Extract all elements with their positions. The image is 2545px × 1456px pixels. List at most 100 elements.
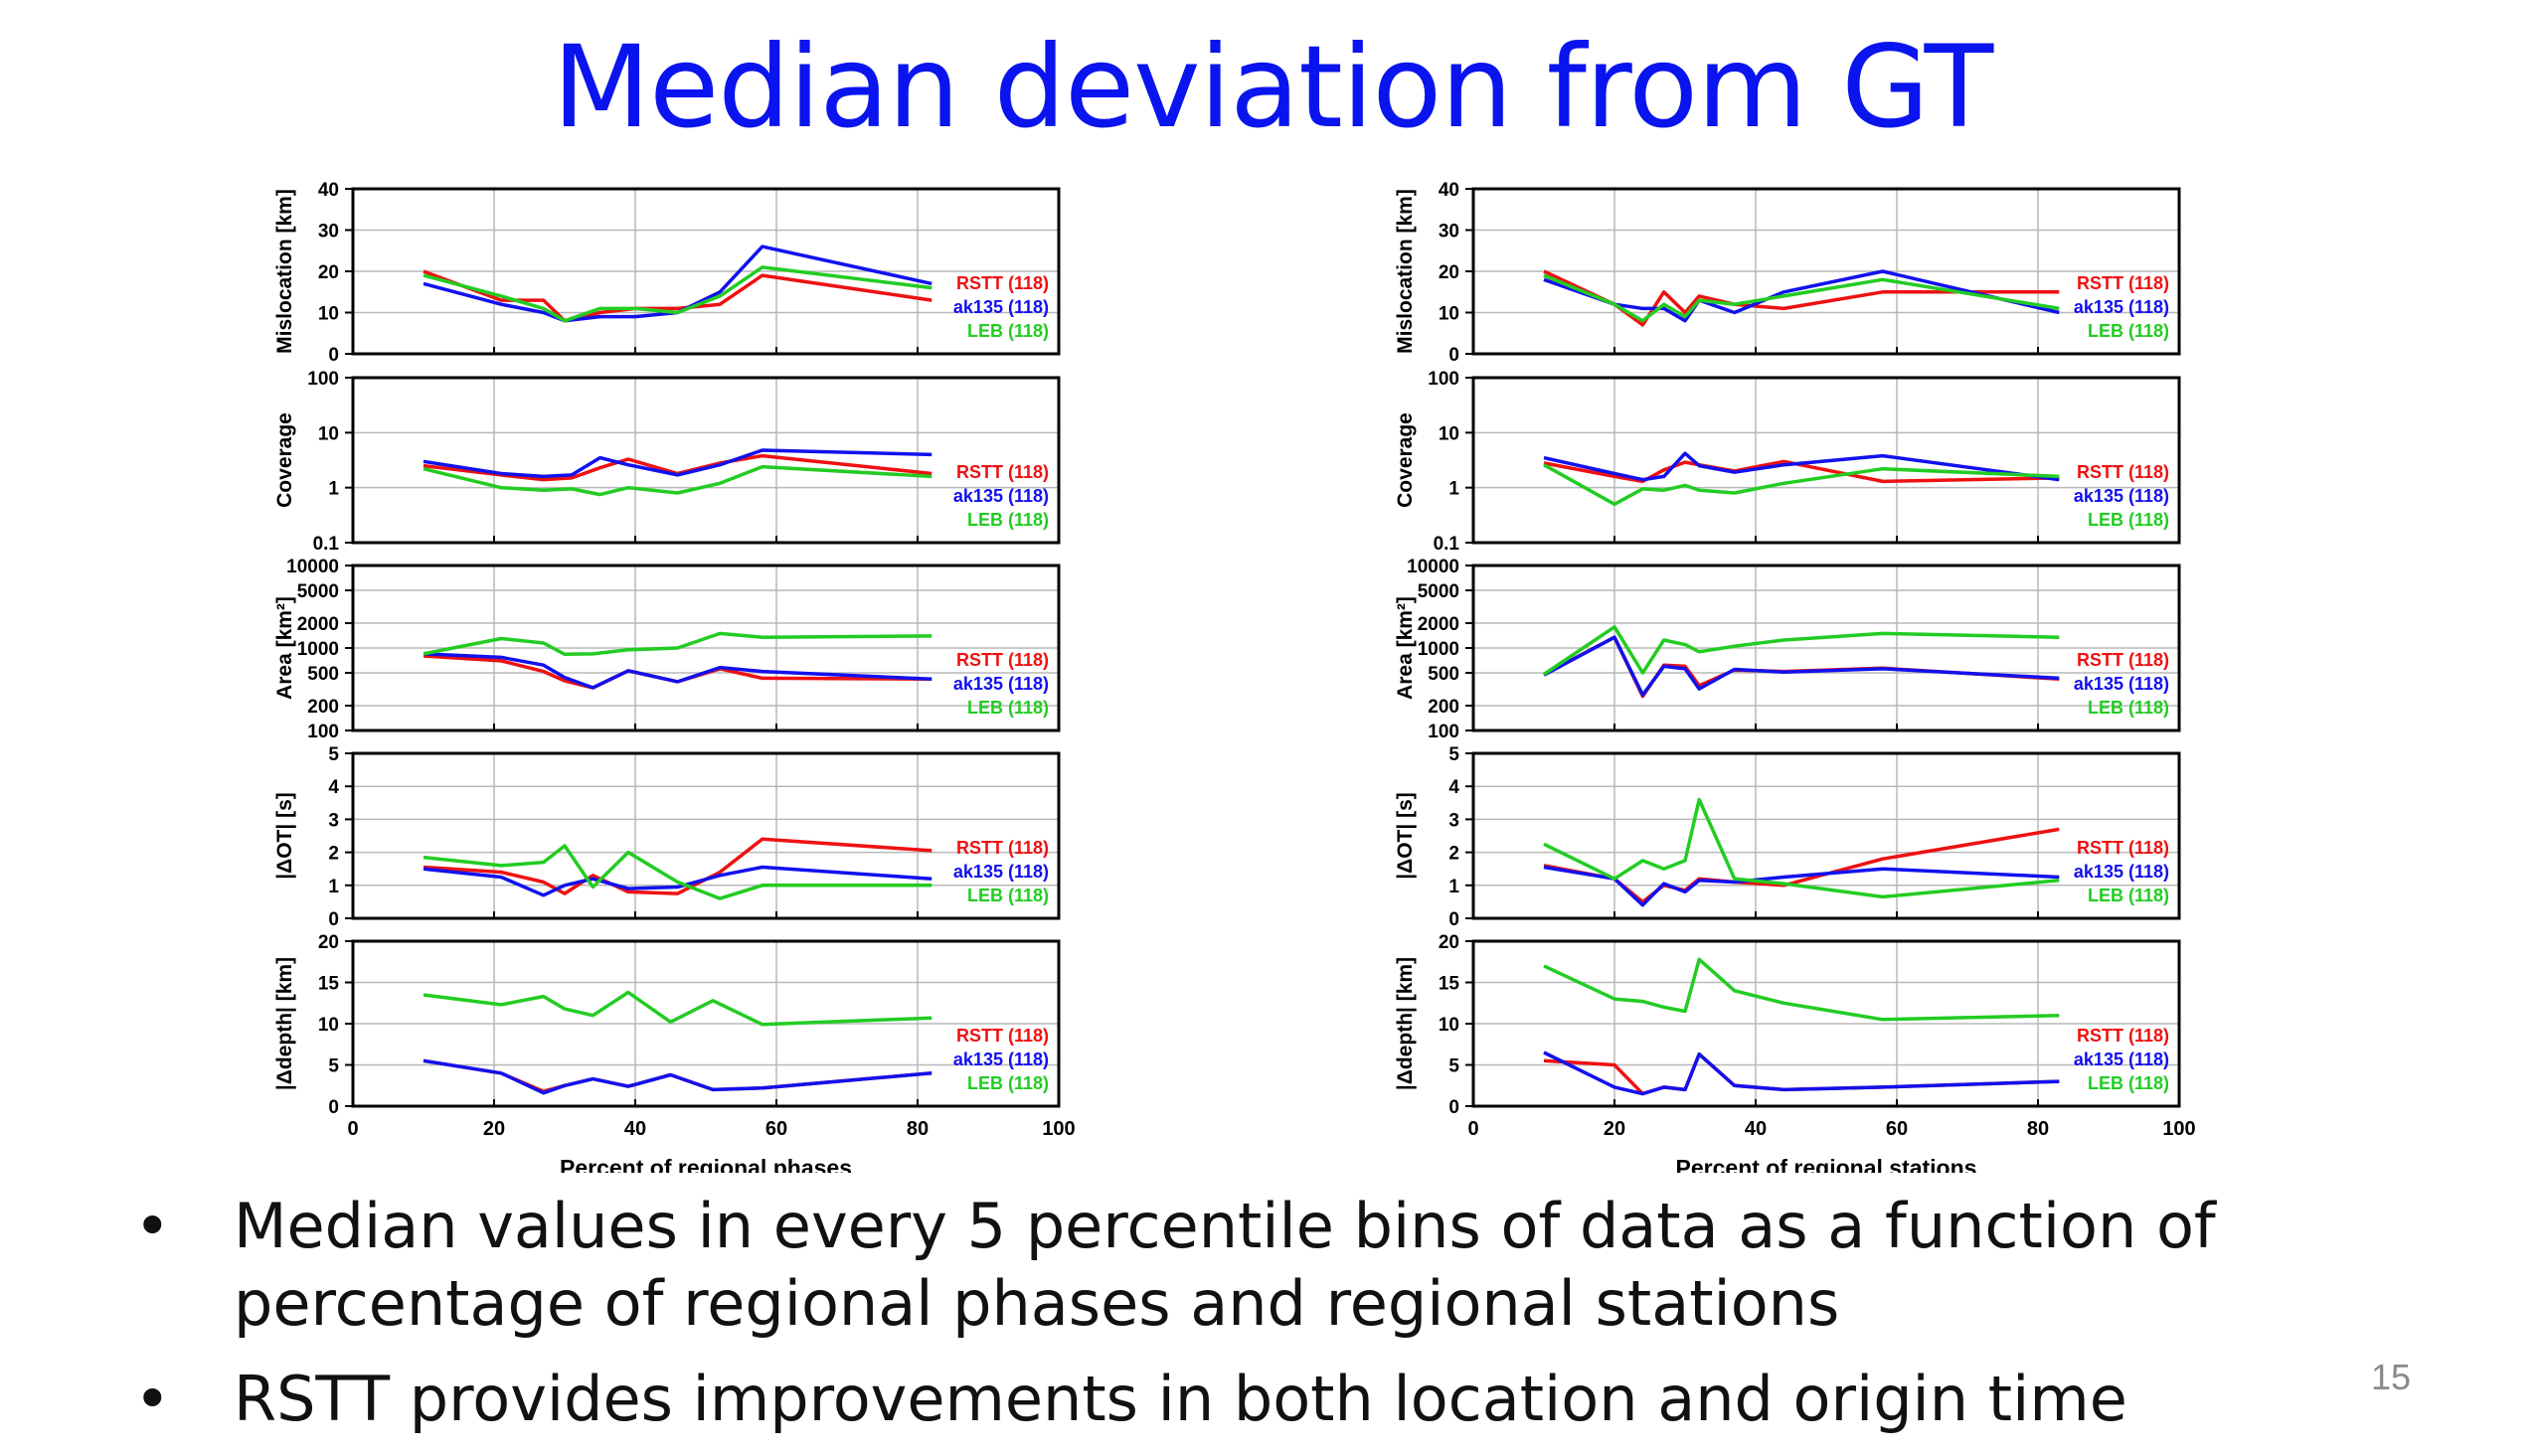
delta-depth-ytick-label: 15 <box>318 974 340 995</box>
delta-ot-ylabel: |ΔOT| [s] <box>1394 792 1417 880</box>
delta-ot-ytick-label: 1 <box>328 877 339 897</box>
area-ytick-label: 200 <box>307 697 339 718</box>
delta-ot-ytick-label: 2 <box>328 844 339 865</box>
coverage-ytick-label: 0.1 <box>313 534 340 555</box>
delta-ot-series-ak135 <box>1543 865 2060 907</box>
mislocation-series-rstt <box>1543 269 2060 327</box>
delta-depth-ylabel: |Δdepth| [km] <box>273 957 296 1090</box>
area-legend-rstt: RSTT (118) <box>956 650 1049 670</box>
x-axis-label: Percent of regional stations <box>1676 1155 1977 1173</box>
coverage-legend-ak135: ak135 (118) <box>2074 486 2169 506</box>
delta-depth-legend-leb: LEB (118) <box>2088 1073 2169 1093</box>
bullet-dot-icon: • <box>134 1363 171 1435</box>
delta-depth-ytick-label: 0 <box>1448 1097 1459 1118</box>
delta-ot-frame <box>351 751 1061 920</box>
delta-depth-ytick-label: 10 <box>1439 1015 1459 1036</box>
mislocation-ytick-label: 40 <box>318 180 339 201</box>
area-ytick-label: 10000 <box>1407 557 1459 577</box>
area-legend-leb: LEB (118) <box>967 698 1049 718</box>
mislocation-ytick-label: 30 <box>318 222 339 243</box>
mislocation-legend-leb: LEB (118) <box>967 321 1049 341</box>
delta-ot-frame <box>1471 751 2181 920</box>
coverage-series-leb <box>423 464 933 497</box>
coverage-series-ak135 <box>1543 451 2060 482</box>
delta-depth-ytick-label: 20 <box>1439 932 1459 953</box>
coverage-ylabel: Coverage <box>273 412 296 508</box>
delta-ot-series-leb <box>1543 797 2060 899</box>
delta-ot-series-rstt <box>1543 827 2060 904</box>
delta-depth-ylabel: |Δdepth| [km] <box>1394 957 1417 1090</box>
bullet-dot-icon: • <box>134 1190 171 1262</box>
delta-ot-series-leb <box>423 844 933 900</box>
delta-depth-legend-rstt: RSTT (118) <box>956 1026 1049 1046</box>
mislocation-legend-ak135: ak135 (118) <box>2074 297 2169 317</box>
delta-depth-ytick-label: 5 <box>1448 1056 1459 1077</box>
coverage-legend-rstt: RSTT (118) <box>956 462 1049 482</box>
xtick-label: 0 <box>1467 1118 1478 1140</box>
coverage-series-rstt <box>1543 459 2060 484</box>
slide-title: Median deviation from GT <box>552 21 1993 153</box>
area-ytick-label: 200 <box>1428 697 1459 718</box>
bullet-item: • Median values in every 5 percentile bin… <box>134 1188 2321 1343</box>
area-series-leb <box>423 631 933 657</box>
delta-ot-ytick-label: 0 <box>328 909 339 930</box>
coverage-ytick-label: 100 <box>1428 369 1459 390</box>
mislocation-frame <box>1471 187 2181 356</box>
area-ytick-label: 500 <box>307 664 339 685</box>
xtick-label: 20 <box>483 1118 505 1140</box>
delta-ot-ytick-label: 2 <box>1448 844 1459 865</box>
area-legend-leb: LEB (118) <box>2088 698 2169 718</box>
xtick-label: 80 <box>2027 1118 2049 1140</box>
delta-ot-legend-leb: LEB (118) <box>967 886 1049 905</box>
xtick-label: 60 <box>1886 1118 1908 1140</box>
coverage-frame <box>1471 376 2181 545</box>
mislocation-ylabel: Mislocation [km] <box>1394 189 1417 354</box>
mislocation-series-ak135 <box>423 244 933 323</box>
mislocation-frame <box>351 187 1061 356</box>
delta-depth-series-ak135 <box>423 1058 933 1095</box>
mislocation-ylabel: Mislocation [km] <box>273 189 296 354</box>
delta-ot-ytick-label: 1 <box>1448 877 1459 897</box>
coverage-series-rstt <box>423 453 933 482</box>
area-series-ak135 <box>423 652 933 690</box>
delta-depth-ytick-label: 0 <box>328 1097 339 1118</box>
xtick-label: 100 <box>1042 1118 1075 1140</box>
area-ytick-label: 1000 <box>297 639 339 660</box>
bullet-item: • RSTT provides improvements in both loca… <box>134 1361 2321 1438</box>
delta-ot-ytick-label: 3 <box>328 810 339 831</box>
area-ytick-label: 100 <box>307 722 339 742</box>
xtick-label: 100 <box>2162 1118 2195 1140</box>
delta-ot-ylabel: |ΔOT| [s] <box>273 792 296 880</box>
page-number: 15 <box>2371 1357 2412 1397</box>
mislocation-legend-ak135: ak135 (118) <box>953 297 1049 317</box>
xtick-label: 80 <box>907 1118 929 1140</box>
mislocation-series-leb <box>423 265 933 323</box>
mislocation-ytick-label: 40 <box>1439 180 1459 201</box>
coverage-series-ak135 <box>423 448 933 479</box>
delta-depth-legend-ak135: ak135 (118) <box>953 1050 1049 1069</box>
coverage-ytick-label: 0.1 <box>1434 534 1460 555</box>
coverage-ytick-label: 10 <box>1439 423 1459 444</box>
xtick-label: 0 <box>347 1118 358 1140</box>
delta-depth-legend-rstt: RSTT (118) <box>2077 1026 2169 1046</box>
delta-ot-ytick-label: 3 <box>1448 810 1459 831</box>
delta-depth-ytick-label: 5 <box>328 1056 339 1077</box>
area-ylabel: Area [km²] <box>273 596 296 700</box>
mislocation-legend-rstt: RSTT (118) <box>956 273 1049 293</box>
coverage-ytick-label: 10 <box>318 423 339 444</box>
area-ytick-label: 2000 <box>297 614 339 635</box>
delta-ot-legend-rstt: RSTT (118) <box>956 838 1049 858</box>
mislocation-legend-rstt: RSTT (118) <box>2077 273 2169 293</box>
area-series-ak135 <box>1543 635 2060 697</box>
delta-depth-legend-leb: LEB (118) <box>967 1073 1049 1093</box>
delta-ot-ytick-label: 4 <box>1448 777 1459 798</box>
mislocation-ytick-label: 20 <box>318 262 339 283</box>
delta-ot-legend-leb: LEB (118) <box>2088 886 2169 905</box>
delta-ot-ytick-label: 0 <box>1448 909 1459 930</box>
mislocation-series-rstt <box>423 269 933 323</box>
delta-ot-ytick-label: 4 <box>328 777 339 798</box>
coverage-legend-leb: LEB (118) <box>967 510 1049 530</box>
delta-ot-legend-ak135: ak135 (118) <box>953 862 1049 882</box>
area-series-rstt <box>1543 635 2060 699</box>
coverage-ylabel: Coverage <box>1394 412 1417 508</box>
